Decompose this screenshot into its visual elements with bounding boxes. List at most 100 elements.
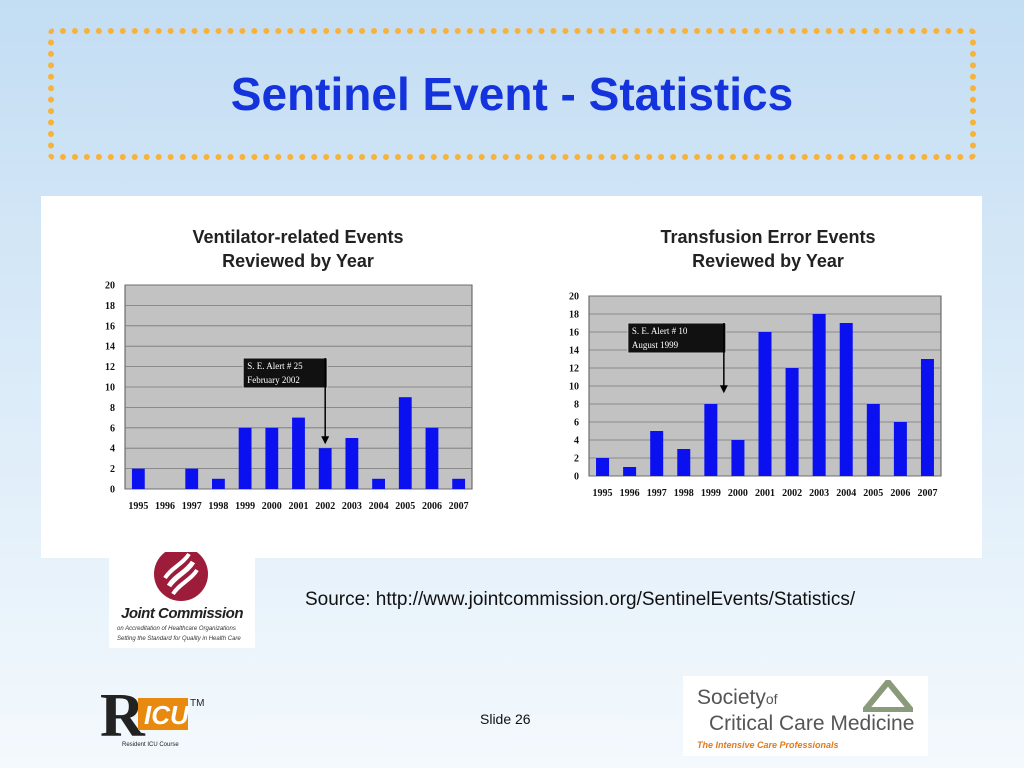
bar [893,422,907,476]
x-tick-label: 2000 [262,501,282,512]
bar [398,397,412,489]
sccm-triangle-icon [863,680,913,712]
x-tick-label: 1999 [235,501,255,512]
x-tick-label: 2007 [449,501,469,512]
y-tick-label: 6 [110,423,115,434]
bar [212,478,225,489]
y-tick-label: 0 [110,485,115,496]
source-citation: Source: http://www.jointcommission.org/S… [305,589,856,610]
sccm-society: Society [697,686,766,709]
bar [265,427,279,489]
y-tick-label: 12 [105,362,115,373]
x-tick-label: 2003 [342,501,362,512]
y-tick-label: 18 [569,310,579,321]
bar [839,323,853,476]
y-tick-label: 10 [569,382,579,393]
x-tick-label: 2000 [728,488,748,499]
x-tick-label: 1998 [674,488,694,499]
x-tick-label: 2003 [809,488,829,499]
x-tick-label: 1997 [647,488,667,499]
bar [650,431,664,476]
bar [920,359,934,476]
y-tick-label: 14 [105,342,115,353]
y-tick-label: 8 [110,403,115,414]
annotation-text: S. E. Alert # 10 [632,326,688,336]
bar [677,449,691,476]
ricu-emblem-icon: R ICU TM Resident ICU Course [100,682,204,750]
sccm-logo: Societyof Critical Care Medicine The Int… [683,676,928,756]
chart-title-line: Ventilator-related Events [192,227,403,247]
ricu-tm: TM [190,698,204,709]
sccm-tagline: The Intensive Care Professionals [697,740,839,750]
chart-title-line: Transfusion Error Events [660,227,875,247]
x-tick-label: 1995 [128,501,148,512]
sccm-of: of [765,691,778,707]
x-tick-label: 2002 [782,488,802,499]
title-frame: Sentinel Event - Statistics [48,28,976,160]
ricu-caption: Resident ICU Course [122,742,179,748]
y-tick-label: 0 [574,472,579,483]
x-tick-label: 1997 [182,501,202,512]
chart-title-line: Reviewed by Year [222,251,374,271]
x-tick-label: 1995 [593,488,613,499]
arrow-head-icon [719,385,728,394]
y-tick-label: 4 [110,444,115,455]
x-tick-label: 1996 [620,488,640,499]
bar [758,332,772,476]
bar [812,314,826,476]
annotation-box [627,322,727,354]
x-tick-label: 2005 [395,501,415,512]
joint-commission-logo: Joint Commission on Accreditation of Hea… [109,546,255,648]
bar [345,438,359,489]
bar [238,427,252,489]
bar [596,458,610,476]
x-tick-label: 2002 [315,501,335,512]
bar [131,468,145,489]
arrow-head-icon [321,436,330,445]
ventilator-events-chart: Ventilator-related Events Reviewed by Yea… [105,227,473,512]
bar [731,440,745,476]
joint-commission-emblem-icon [153,546,209,601]
x-tick-label: 2005 [863,488,883,499]
x-tick-label: 2001 [289,501,309,512]
annotation-text: S. E. Alert # 25 [247,361,303,371]
y-tick-label: 8 [574,400,579,411]
bar [452,478,466,489]
y-tick-label: 16 [105,321,115,332]
x-tick-label: 2007 [917,488,937,499]
slide-number: Slide 26 [480,711,531,727]
bar [866,404,880,476]
charts-panel: Ventilator-related Events Reviewed by Yea… [41,196,982,558]
annotation-box [242,357,328,389]
y-tick-label: 12 [569,364,579,375]
bar [292,417,305,489]
annotation-text: August 1999 [632,340,679,350]
bar [372,478,385,489]
x-tick-label: 2001 [755,488,775,499]
x-tick-label: 2004 [369,501,389,512]
y-tick-label: 10 [105,383,115,394]
bar [785,368,799,476]
y-tick-label: 20 [569,292,579,303]
y-tick-label: 18 [105,301,115,312]
y-tick-label: 16 [569,328,579,339]
y-tick-label: 6 [574,418,579,429]
jc-tagline: Setting the Standard for Quality in Heal… [117,636,241,642]
jc-subtitle: on Accreditation of Healthcare Organizat… [117,626,236,632]
y-tick-label: 2 [110,464,115,475]
x-tick-label: 1998 [208,501,228,512]
y-tick-label: 14 [569,346,579,357]
y-tick-label: 20 [105,281,115,292]
y-tick-label: 2 [574,454,579,465]
jc-name: Joint Commission [121,605,244,622]
x-tick-label: 2006 [422,501,442,512]
bar [318,448,332,489]
slide-title: Sentinel Event - Statistics [230,68,794,120]
bar [623,467,637,476]
sccm-line2: Critical Care Medicine [709,712,915,735]
x-tick-label: 2004 [836,488,856,499]
bar [704,404,718,476]
svg-text:ICU: ICU [144,700,190,730]
annotation-text: February 2002 [247,375,300,385]
chart-title-line: Reviewed by Year [692,251,844,271]
